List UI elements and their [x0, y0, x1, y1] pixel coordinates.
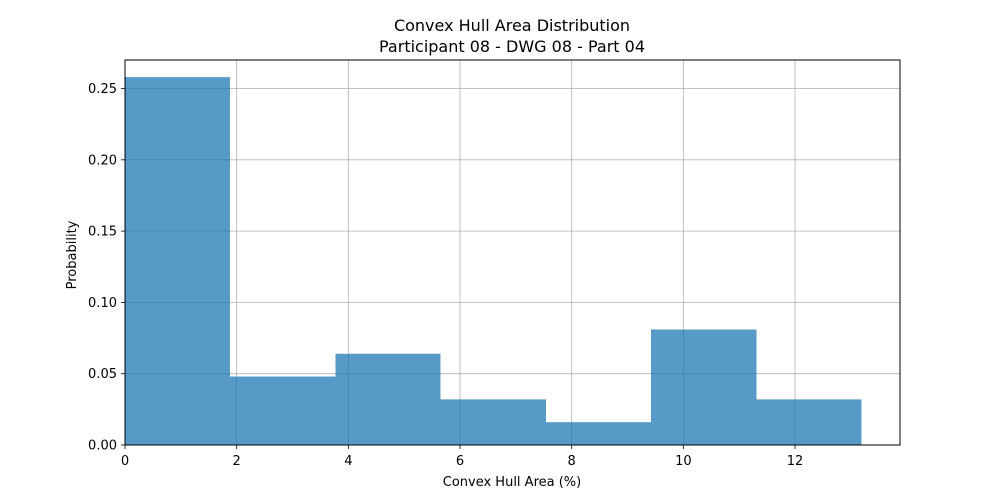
histogram-bar-5	[546, 422, 651, 445]
y-axis-ticks: 0.00 0.05 0.10 0.15 0.20 0.25	[88, 82, 125, 454]
grid-lines	[124, 60, 900, 446]
histogram-bar-2	[229, 376, 336, 445]
x-tick-label: 2	[233, 454, 241, 469]
x-axis-label: Convex Hull Area (%)	[443, 475, 581, 490]
x-tick-label: 4	[344, 454, 352, 469]
y-tick-label: 0.00	[88, 439, 117, 454]
y-axis-label: Probability	[65, 220, 80, 289]
y-tick-label: 0.05	[88, 367, 117, 382]
y-tick-label: 0.20	[88, 153, 117, 168]
histogram-bar-7	[756, 399, 862, 445]
y-tick-label: 0.25	[88, 82, 117, 97]
x-axis-ticks: 0 2 4 6 8 10 12	[121, 445, 803, 469]
histogram-bar-4	[440, 399, 547, 445]
chart-title: Convex Hull Area Distribution	[394, 16, 630, 35]
y-tick-label: 0.15	[88, 225, 117, 240]
histogram-bar-6	[650, 329, 757, 445]
y-tick-label: 0.10	[88, 296, 117, 311]
plot-area-frame	[124, 59, 901, 446]
x-tick-label: 8	[568, 454, 576, 469]
x-tick-label: 10	[675, 454, 692, 469]
x-tick-label: 12	[787, 454, 804, 469]
histogram-bar-3	[335, 353, 441, 445]
chart-subtitle: Participant 08 - DWG 08 - Part 04	[379, 37, 645, 56]
histogram-bar-1	[125, 77, 230, 445]
x-tick-label: 0	[121, 454, 129, 469]
histogram-bars	[125, 77, 862, 445]
x-tick-label: 6	[456, 454, 464, 469]
